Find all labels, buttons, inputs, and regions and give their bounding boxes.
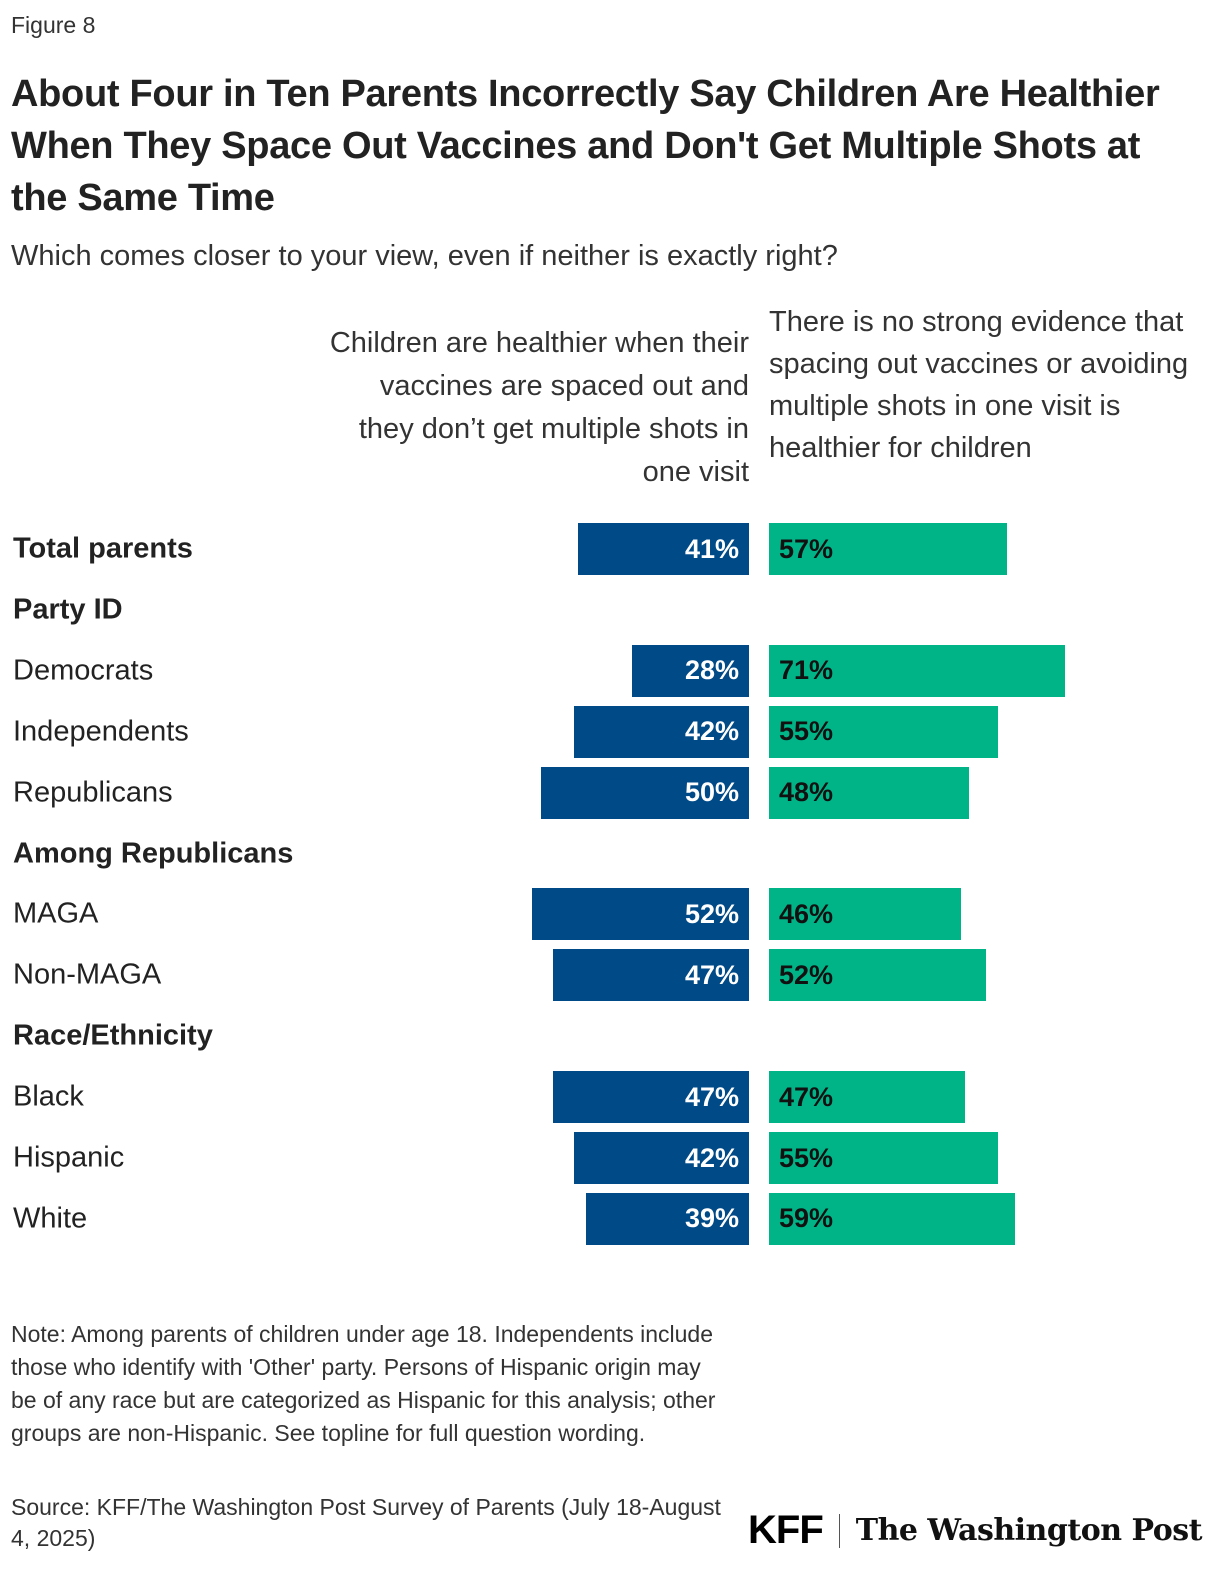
bar-no-evidence: 52% <box>769 949 986 1002</box>
group-header: Race/Ethnicity <box>13 1019 213 1052</box>
bar-spaced-out: 41% <box>578 523 749 575</box>
row-label: White <box>13 1202 88 1235</box>
data-label: 42% <box>684 716 739 747</box>
data-label: 52% <box>684 898 739 929</box>
bar-spaced-out: 50% <box>540 766 749 819</box>
row-label: Black <box>13 1080 84 1113</box>
data-label: 47% <box>684 1081 739 1112</box>
series-header-left: Children are healthier when their vaccin… <box>329 327 749 488</box>
group-header: Party ID <box>13 593 123 626</box>
row-label: Non-MAGA <box>13 958 162 991</box>
bar-spaced-out: 39% <box>586 1192 749 1245</box>
bar-no-evidence: 47% <box>769 1071 965 1124</box>
series-header-right: There is no strong evidence that spacing… <box>769 306 1189 464</box>
data-label: 48% <box>779 777 834 808</box>
bar-no-evidence: 48% <box>769 766 970 819</box>
bar-no-evidence: 55% <box>769 705 999 758</box>
figure-label: Figure 8 <box>11 12 96 38</box>
data-label: 52% <box>779 959 834 990</box>
bar-no-evidence: 59% <box>769 1192 1016 1245</box>
data-label: 55% <box>779 1142 834 1173</box>
chart-subtitle: Which comes closer to your view, even if… <box>11 240 838 272</box>
row-label: MAGA <box>13 897 99 930</box>
bar-spaced-out: 42% <box>573 705 749 758</box>
bar-spaced-out: 28% <box>632 644 749 697</box>
row-label: Total parents <box>13 532 193 565</box>
bar-spaced-out: 42% <box>573 1132 749 1184</box>
bar-no-evidence: 71% <box>769 644 1066 697</box>
data-label: 57% <box>779 533 834 564</box>
row-label: Republicans <box>13 776 173 809</box>
data-label: 55% <box>779 716 834 747</box>
logos: KFF The Washington Post <box>748 1508 1202 1553</box>
kff-logo: KFF <box>748 1508 824 1552</box>
logo-divider <box>838 1513 840 1548</box>
bar-no-evidence: 57% <box>769 523 1007 575</box>
bar-spaced-out: 47% <box>553 949 749 1002</box>
washington-post-logo: The Washington Post <box>855 1513 1203 1548</box>
chart-note: Note: Among parents of children under ag… <box>11 1321 716 1446</box>
data-label: 50% <box>684 777 739 808</box>
bar-spaced-out: 52% <box>532 888 749 941</box>
chart-title: About Four in Ten Parents Incorrectly Sa… <box>11 73 1160 219</box>
bar-no-evidence: 55% <box>769 1132 999 1184</box>
data-label: 46% <box>779 898 834 929</box>
data-label: 28% <box>684 655 739 686</box>
data-label: 47% <box>684 959 739 990</box>
chart-source: Source: KFF/The Washington Post Survey o… <box>11 1494 721 1551</box>
row-label: Hispanic <box>13 1141 125 1174</box>
data-label: 41% <box>684 533 739 564</box>
data-label: 47% <box>779 1081 834 1112</box>
bar-spaced-out: 47% <box>553 1071 749 1124</box>
data-label: 59% <box>779 1203 834 1234</box>
row-label: Independents <box>13 715 189 748</box>
data-label: 71% <box>779 655 834 686</box>
data-label: 42% <box>684 1142 739 1173</box>
bar-no-evidence: 46% <box>769 888 961 941</box>
group-header: Among Republicans <box>13 837 294 869</box>
row-label: Democrats <box>13 654 154 687</box>
data-label: 39% <box>684 1203 739 1234</box>
